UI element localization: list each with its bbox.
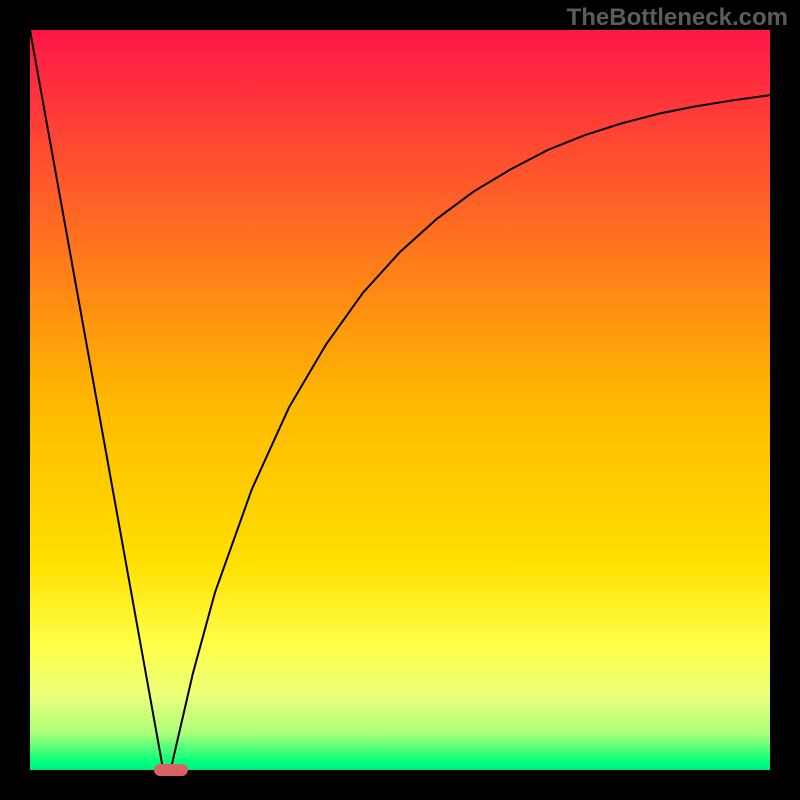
bottleneck-marker: [154, 764, 188, 776]
bottleneck-chart: [30, 30, 770, 770]
watermark-text: TheBottleneck.com: [567, 4, 788, 32]
chart-container: TheBottleneck.com: [0, 0, 800, 800]
